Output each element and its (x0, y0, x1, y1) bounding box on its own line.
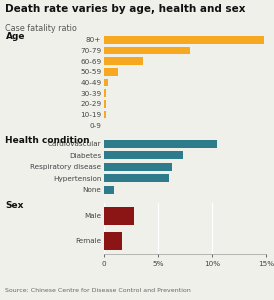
Text: Sex: Sex (5, 201, 24, 210)
Text: Case fatality ratio: Case fatality ratio (5, 24, 77, 33)
Text: Health condition: Health condition (5, 136, 90, 145)
Bar (104, 111, 106, 118)
Text: Source: Chinese Centre for Disease Control and Prevention: Source: Chinese Centre for Disease Contr… (5, 287, 191, 292)
Bar (104, 89, 106, 97)
Bar (104, 232, 122, 250)
Bar (104, 47, 190, 54)
Bar (104, 100, 106, 108)
Text: Death rate varies by age, health and sex: Death rate varies by age, health and sex (5, 4, 246, 14)
Text: Age: Age (5, 32, 25, 41)
Bar (104, 186, 114, 194)
Bar (104, 140, 217, 148)
Bar (104, 68, 118, 76)
Bar (104, 79, 109, 86)
Bar (104, 163, 172, 171)
Bar (104, 151, 183, 159)
Bar (104, 57, 143, 65)
Bar (104, 36, 264, 44)
Bar (104, 174, 169, 182)
Bar (104, 207, 134, 225)
